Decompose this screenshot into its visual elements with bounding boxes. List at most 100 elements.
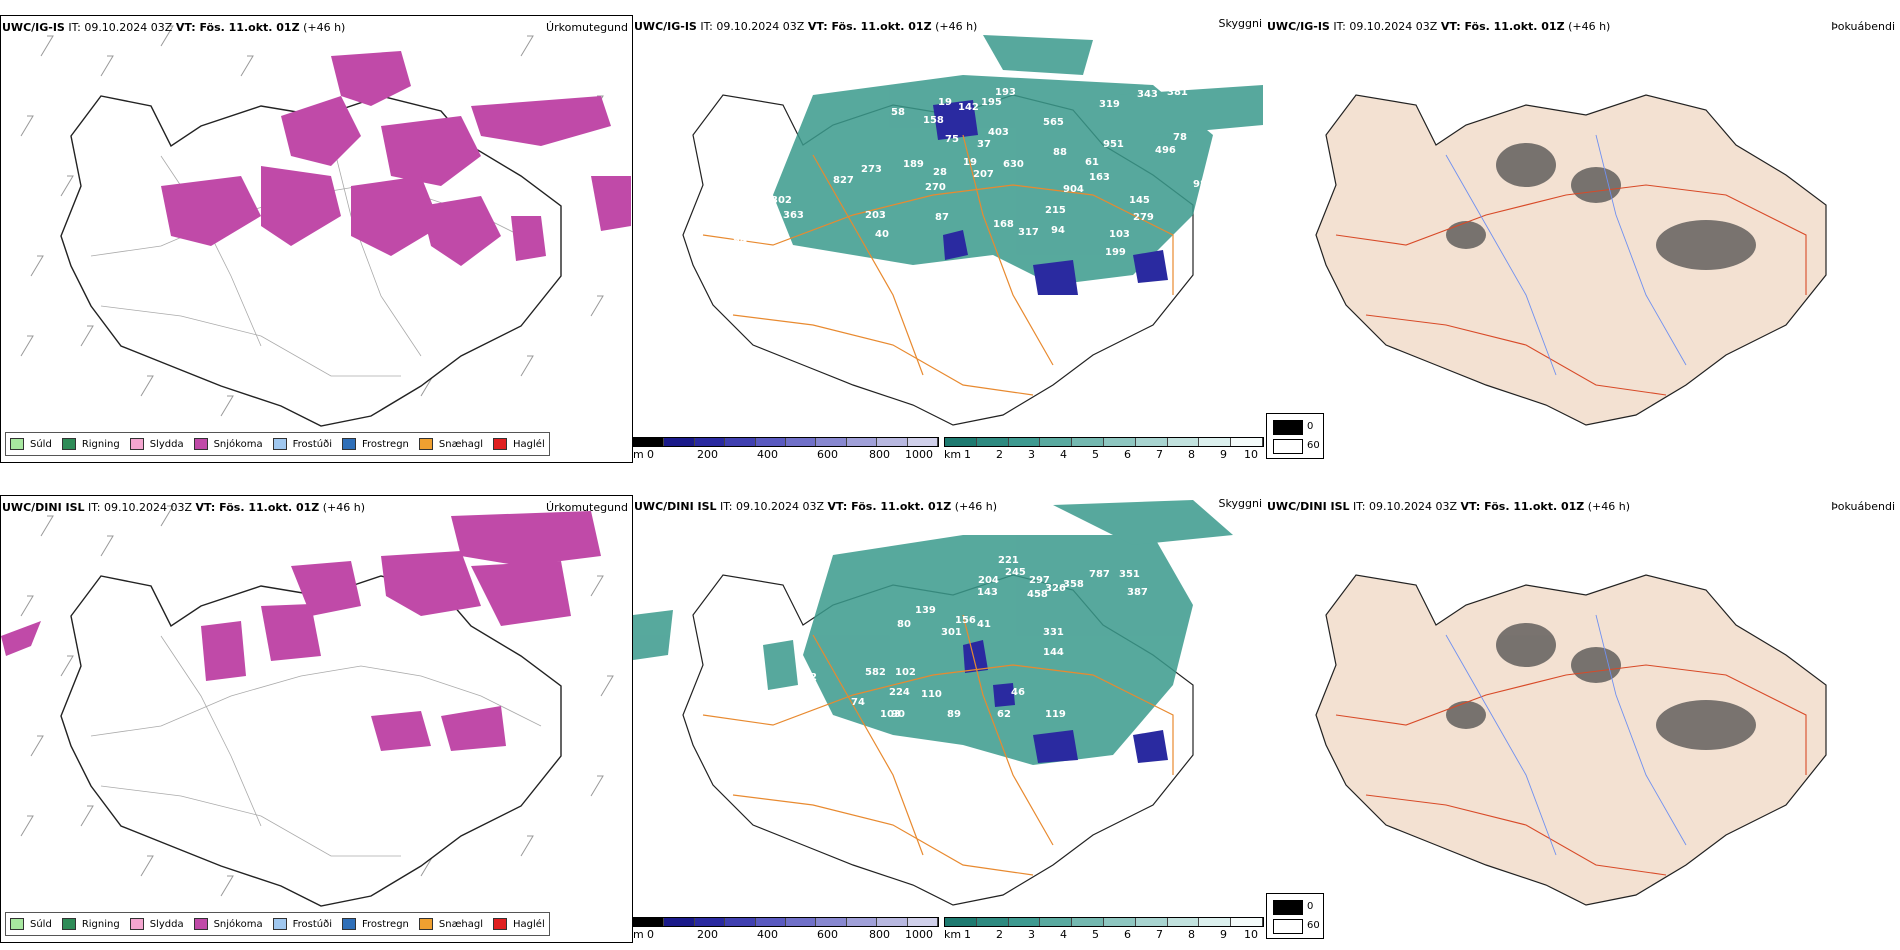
cloud-base-label: 904 [1063,184,1084,195]
tick: 7 [1156,448,1163,461]
cloud-base-label: 88 [1053,147,1067,158]
cloud-base-label: 630 [1003,159,1024,170]
legend-item: Snjókoma [193,918,263,930]
tick: 400 [757,448,778,461]
tick: 1 [964,448,971,461]
legend-item: Súld [10,438,52,450]
fog-min: 0 [1307,421,1314,432]
cloud-base-label: 301 [941,627,962,638]
fog-legend-box: 0 60 [1266,893,1324,939]
cloud-base-label: 19 [963,157,977,168]
cloud-base-label: 145 [1129,195,1150,206]
panel-kind: Skyggni [1218,497,1262,510]
cloud-base-label: 94 [1051,225,1065,236]
black-swatch [1273,420,1303,435]
tick: 6 [1124,448,1131,461]
swatch [493,918,508,930]
precip-type-panel-1: UWC/IG-IS IT: 09.10.2024 03Z VT: Fös. 11… [0,15,633,463]
iceland-coastline [60,575,562,907]
cloud-base-label: 163 [1089,172,1110,183]
cloud-base-colorbar: m 0 200 400 600 800 1000 [633,437,939,467]
tick: 5 [1092,928,1099,941]
cloud-base-label: 204 [978,575,999,586]
swatch [493,438,508,450]
tick: 10 [1244,448,1258,461]
tick: 9 [1220,448,1227,461]
cloud-base-label: 103 [1109,229,1130,240]
cloud-base-label: 326 [1045,583,1066,594]
colorbar-unit: m [633,928,644,941]
swatch [272,438,287,450]
panel-kind: Úrkomutegund [546,501,628,514]
fog-map-1 [1315,94,1827,426]
legend-item: Súld [10,918,52,930]
fog-panel-1: UWC/IG-IS IT: 09.10.2024 03Z VT: Fös. 11… [1266,15,1899,463]
cloud-base-label: 496 [1155,145,1176,156]
cloud-base-label: 193 [995,87,1016,98]
tick: 3 [1028,448,1035,461]
cloud-base-label: 78 [1173,132,1187,143]
cloud-base-label: 203 [865,210,886,221]
cloud-areas [633,500,1233,765]
cloud-base-label: 139 [915,605,936,616]
low-cloud-areas [963,640,1168,763]
land-area [1315,574,1827,906]
tick: 200 [697,928,718,941]
cloud-base-label: 363 [783,210,804,221]
legend-item: Rigning [61,918,120,930]
swatch [10,438,24,450]
fog-shading [1446,623,1756,750]
cloud-base-label: 302 [771,195,792,206]
tick: 1000 [905,448,933,461]
swatch [61,438,76,450]
cloud-base-label: 144 [1043,647,1064,658]
roads [1335,184,1807,396]
tick: 1000 [905,928,933,941]
cloud-base-label: 381 [1167,87,1188,98]
cloud-base-label: 319 [1099,99,1120,110]
cloud-base-label: 40 [875,229,889,240]
cloud-base-label: 787 [1089,569,1110,580]
tick: 2 [996,448,1003,461]
white-swatch [1273,919,1303,934]
cloud-base-label: 110 [921,689,942,700]
fog-map-2 [1315,574,1827,906]
cloud-base-label: 37 [977,139,991,150]
swatch [193,918,208,930]
fog-panel-2: UWC/DINI ISL IT: 09.10.2024 03Z VT: Fös.… [1266,495,1899,943]
precip-type-panel-2: UWC/DINI ISL IT: 09.10.2024 03Z VT: Fös.… [0,495,633,943]
cloud-base-label: 75 [945,134,959,145]
cloud-base-label: 207 [973,169,994,180]
swatch [10,918,24,930]
tick: 8 [1188,448,1195,461]
colorbar-unit: km [944,928,962,941]
panel-header: UWC/DINI ISL IT: 09.10.2024 03Z VT: Fös.… [2,501,366,514]
cloud-base-label: 273 [861,164,882,175]
cloud-base-label: 827 [833,175,854,186]
cloud-panel-1: 19 142 195 193 58 158 403 565 319 343 381 75 37 951 49… [633,15,1266,463]
cloud-base-label: 62 [997,709,1011,720]
tick: 3 [1028,928,1035,941]
cloud-base-label: 103 [880,709,901,720]
cloud-base-label: 343 [1137,89,1158,100]
swatch [418,918,433,930]
tick: 7 [1156,928,1163,941]
fog-legend-box: 0 60 [1266,413,1324,459]
cloud-base-label: 358 [1063,579,1084,590]
cloud-base-label: 270 [925,182,946,193]
cloud-base-label: 981 [1193,179,1214,190]
colorbar-strip [944,917,1264,927]
swatch [418,438,433,450]
legend-item: Haglél [493,918,545,930]
cloud-base-label: 215 [1045,205,1066,216]
panel-header: UWC/DINI ISL IT: 09.10.2024 03Z VT: Fös.… [1267,500,1631,513]
legend-item: Frostúði [272,918,332,930]
snow-areas [161,51,631,266]
tick: 10 [1244,928,1258,941]
cloud-base-label: 156 [955,615,976,626]
cloud-base-label: 46 [1011,687,1025,698]
tick: 5 [1092,448,1099,461]
colorbar-unit: m [633,448,644,461]
tick: 6 [1124,928,1131,941]
